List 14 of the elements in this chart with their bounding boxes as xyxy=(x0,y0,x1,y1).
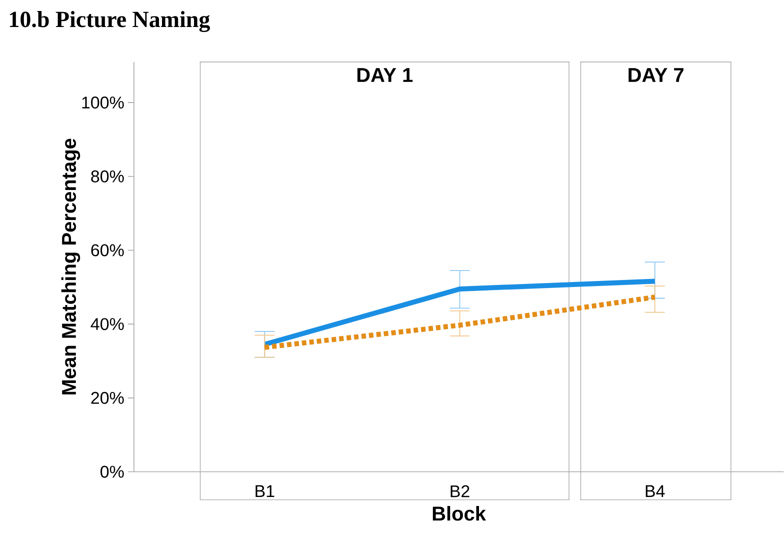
x-tick-label: B4 xyxy=(646,485,665,498)
y-tick-label: 0% xyxy=(100,466,124,478)
y-tick-label: 60% xyxy=(91,244,124,256)
x-axis-title: Block xyxy=(432,506,486,521)
y-tick-label: 80% xyxy=(91,170,124,183)
annotation: DAY 7 xyxy=(628,68,684,82)
y-tick-label: 20% xyxy=(91,392,124,404)
x-tick-label: B1 xyxy=(256,485,274,498)
x-tick-label: B2 xyxy=(450,485,470,498)
chart-title: 10.b Picture Naming xyxy=(10,11,210,32)
y-axis-title: Mean Matching Percentage xyxy=(61,138,80,395)
y-tick-label: 100% xyxy=(82,96,124,109)
y-tick-label: 40% xyxy=(90,318,124,330)
annotation: DAY 1 xyxy=(357,68,413,82)
